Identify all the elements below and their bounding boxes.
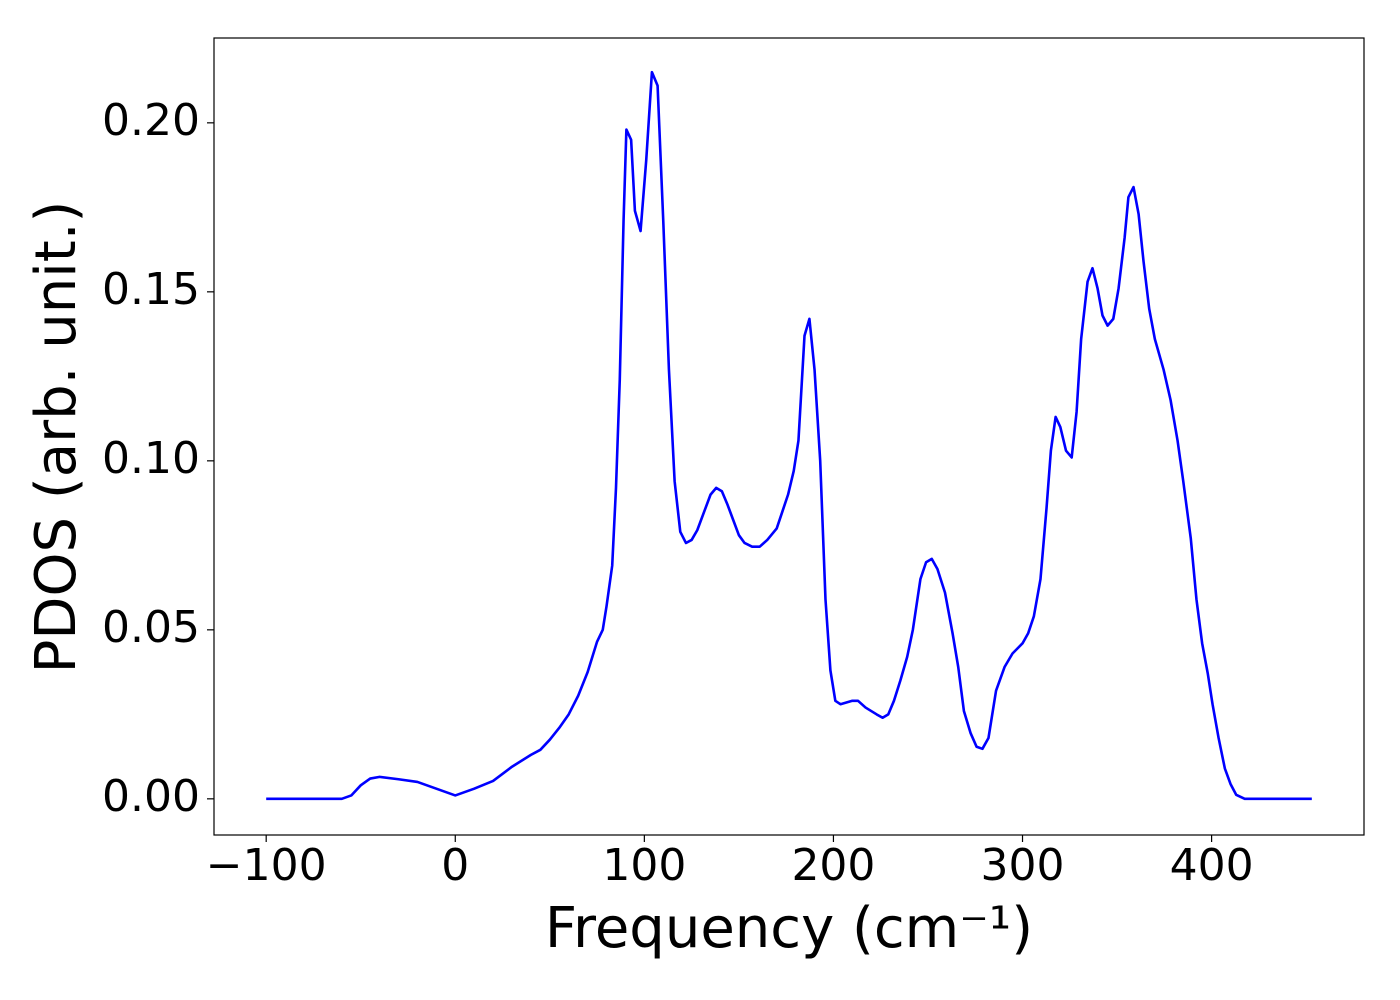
x-tick-label: −100 — [206, 840, 327, 891]
data-line — [266, 70, 1312, 801]
y-axis-label: PDOS (arb. unit.) — [24, 201, 89, 674]
y-tick-label: 0.20 — [102, 95, 200, 146]
x-tick-label: 100 — [602, 840, 686, 891]
x-axis-label: Frequency (cm⁻¹) — [545, 896, 1033, 961]
x-tick-label: 300 — [981, 840, 1065, 891]
x-tick-label: 400 — [1170, 840, 1254, 891]
x-tick-label: 0 — [441, 840, 469, 891]
y-tick-label: 0.15 — [102, 264, 200, 315]
x-tick-label: 200 — [791, 840, 875, 891]
y-tick-label: 0.10 — [102, 433, 200, 484]
y-tick-label: 0.05 — [102, 602, 200, 653]
y-tick-label: 0.00 — [102, 771, 200, 822]
plot-frame — [213, 37, 1365, 836]
